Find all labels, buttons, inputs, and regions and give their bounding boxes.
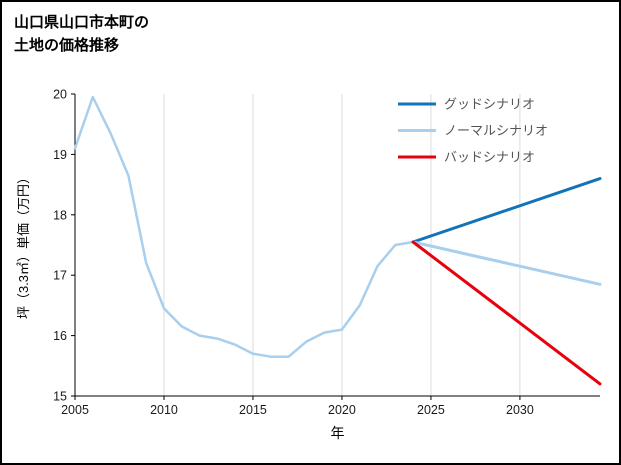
y-tick-label: 15 — [53, 390, 67, 404]
y-tick-label: 20 — [53, 88, 67, 102]
chart-title-line1: 山口県山口市本町の — [14, 14, 150, 31]
y-axis-label: 坪（3.3㎡）単価（万円） — [16, 171, 31, 319]
series-line-ノーマルシナリオ — [411, 240, 602, 286]
x-tick-label: 2015 — [239, 403, 267, 417]
x-tick-label: 2030 — [506, 403, 534, 417]
y-tick-label: 16 — [53, 329, 67, 343]
x-tick-label: 2010 — [150, 403, 178, 417]
legend-label-グッドシナリオ: グッドシナリオ — [444, 97, 535, 112]
y-tick-label: 18 — [53, 208, 67, 222]
x-tick-label: 2020 — [328, 403, 356, 417]
series-line-history — [73, 95, 415, 358]
series-line-バッドシナリオ — [411, 240, 602, 386]
chart-title: 山口県山口市本町の 土地の価格推移 — [14, 12, 149, 57]
legend-label-ノーマルシナリオ: ノーマルシナリオ — [444, 123, 548, 138]
series-line-グッドシナリオ — [411, 177, 602, 244]
x-tick-label: 2005 — [61, 403, 89, 417]
x-tick-label: 2025 — [417, 403, 445, 417]
y-tick-label: 19 — [53, 148, 67, 162]
y-tick-label: 17 — [53, 269, 67, 283]
legend-label-バッドシナリオ: バッドシナリオ — [444, 150, 535, 165]
x-axis-label: 年 — [331, 425, 345, 441]
chart-title-line2: 土地の価格推移 — [14, 36, 120, 54]
